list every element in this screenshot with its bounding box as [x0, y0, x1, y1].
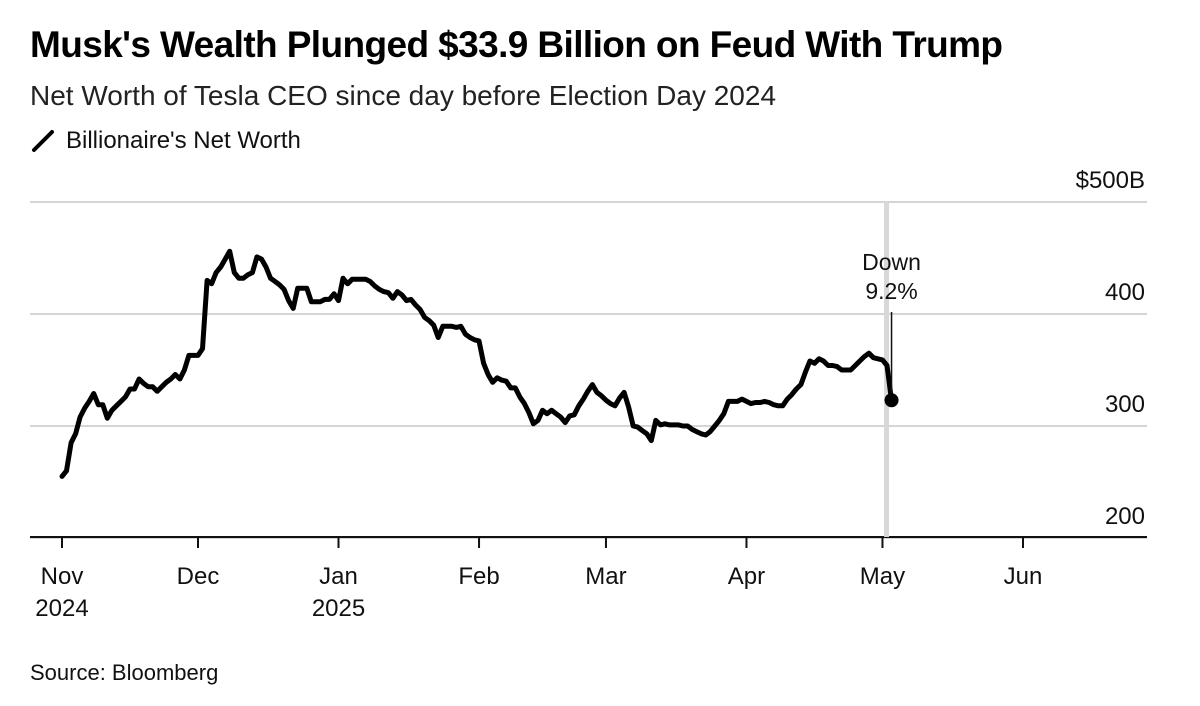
y-tick-label: 400 [1105, 279, 1145, 306]
legend-label: Billionaire's Net Worth [66, 127, 301, 154]
chart-subtitle: Net Worth of Tesla CEO since day before … [30, 80, 777, 111]
x-tick-label: Apr [728, 563, 765, 590]
source-note: Source: Bloomberg [30, 660, 219, 685]
chart-title: Musk's Wealth Plunged $33.9 Billion on F… [30, 24, 1003, 65]
x-tick-label: May [860, 563, 905, 590]
series-line [59, 248, 894, 479]
legend-line-icon [32, 130, 54, 152]
chart-legend: Billionaire's Net Worth [30, 127, 301, 155]
y-tick-label: 300 [1105, 391, 1145, 418]
x-tick-label: Dec [177, 563, 220, 590]
x-tick-label: Nov [41, 563, 84, 590]
annotation-text: Down [862, 249, 921, 275]
annotation-text: 9.2% [865, 278, 917, 304]
y-tick-label: $500B [1076, 167, 1145, 194]
x-tick-label: Feb [458, 563, 499, 590]
end-point-marker [884, 393, 899, 408]
x-tick-label: Mar [585, 563, 626, 590]
x-tick-label: Jun [1004, 563, 1043, 590]
x-tick-sublabel: 2024 [35, 595, 88, 622]
y-tick-label: 200 [1105, 503, 1145, 530]
x-tick-label: Jan [319, 563, 358, 590]
x-tick-sublabel: 2025 [312, 595, 365, 622]
